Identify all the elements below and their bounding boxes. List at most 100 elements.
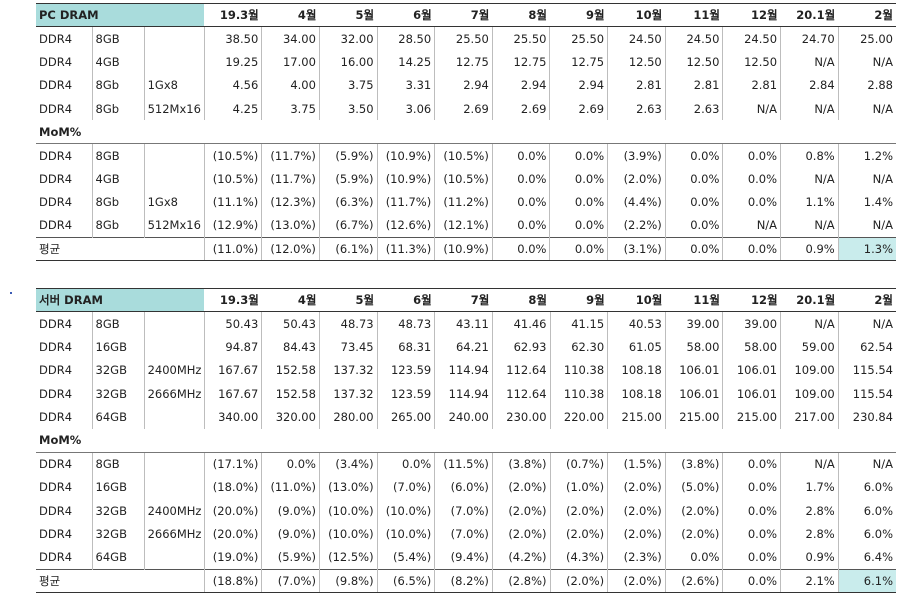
price-cell: 64.21 [434, 335, 493, 359]
month-header: 9월 [550, 287, 608, 313]
price-cell: 2.69 [549, 97, 608, 121]
price-cell: 25.50 [434, 26, 493, 51]
mom-cell: (6.3%) [318, 190, 378, 215]
dram-type: DDR4 [39, 503, 73, 518]
dram-capacity: 8GB [91, 452, 145, 476]
price-row: DDR4 8Gb 1Gx8 4.56 4.00 3.75 3.31 2.94 2.94 2.94 2… [36, 73, 896, 98]
mom-cell: 2.8% [780, 522, 839, 546]
price-cell: 28.50 [376, 26, 435, 51]
price-cell: 4.56 [203, 73, 262, 98]
price-cell: 115.54 [837, 358, 896, 383]
price-cell: N/A [837, 50, 896, 74]
mom-cell: N/A [780, 214, 839, 238]
average-row: 평균 (11.0%) (12.0%) (6.1%) (11.3%) (10.9%) 0.0%… [36, 236, 896, 262]
dram-capacity: 64GB [91, 545, 145, 570]
mom-cell: (2.2%) [607, 214, 666, 238]
mom-cell: 0.0% [722, 190, 781, 215]
month-header: 9월 [549, 2, 608, 28]
price-row: DDR4 4GB 19.25 17.00 16.00 14.25 12.75 12.75 12.… [36, 50, 896, 74]
price-cell: 137.32 [318, 358, 378, 383]
price-cell: 2.94 [491, 73, 550, 98]
price-cell: 34.00 [261, 26, 320, 51]
average-cell: (2.0%) [607, 568, 666, 594]
mom-cell: (11.5%) [434, 452, 493, 476]
price-cell: 62.30 [549, 335, 608, 359]
dram-capacity: 16GB [91, 475, 145, 500]
month-header: 4월 [261, 2, 320, 28]
price-row: DDR4 32GB 2400MHz 167.67 152.58 137.32 123.59 1… [36, 358, 896, 383]
mom-label-row: MoM% [36, 428, 896, 453]
mom-cell: (12.6%) [376, 214, 435, 238]
price-row: DDR4 8Gb 512Mx16 4.25 3.75 3.50 3.06 2.69 2.69 2.… [36, 97, 896, 121]
mom-cell: (2.0%) [491, 522, 551, 546]
mom-cell: (6.7%) [318, 214, 378, 238]
dram-type: DDR4 [39, 386, 73, 401]
month-header: 7월 [434, 2, 493, 28]
price-cell: 4.25 [203, 97, 262, 121]
dram-type: DDR4 [39, 171, 73, 186]
mom-cell: (10.0%) [376, 522, 435, 546]
month-header: 11월 [665, 287, 723, 313]
mom-cell: (17.1%) [203, 452, 262, 476]
mom-cell: (6.0%) [434, 475, 493, 500]
average-latest-highlight: 6.1% [837, 568, 896, 594]
dram-organization [143, 475, 205, 500]
price-cell: 112.64 [491, 382, 551, 406]
mom-cell: (10.0%) [318, 499, 378, 523]
price-cell: 3.75 [318, 73, 378, 98]
dram-capacity: 8GB [91, 143, 145, 168]
mom-cell: 0.0% [261, 452, 320, 476]
dram-type: DDR4 [39, 78, 73, 93]
price-cell: 167.67 [203, 358, 262, 383]
mom-cell: N/A [837, 214, 896, 238]
price-row: DDR4 8GB 50.43 50.43 48.73 48.73 43.11 41.46 41.… [36, 311, 896, 336]
mom-cell: (1.0%) [549, 475, 608, 500]
price-cell: N/A [780, 97, 839, 121]
price-cell: 40.53 [607, 311, 666, 336]
price-cell: 3.50 [318, 97, 378, 121]
price-cell: 167.67 [203, 382, 262, 406]
mom-cell: (5.9%) [318, 167, 378, 191]
price-cell: 12.50 [722, 50, 781, 74]
mom-cell: (0.7%) [549, 452, 608, 476]
price-cell: 43.11 [434, 311, 493, 336]
price-cell: 215.00 [722, 405, 781, 429]
price-cell: 106.01 [664, 358, 723, 383]
price-row: DDR4 64GB 340.00 320.00 280.00 265.00 240.00 23… [36, 405, 896, 429]
mom-cell: N/A [837, 452, 896, 476]
month-header: 11월 [665, 2, 723, 28]
price-cell: 2.81 [722, 73, 781, 98]
mom-cell: (11.2%) [434, 190, 493, 215]
price-cell: 25.50 [491, 26, 550, 51]
mom-cell: 0.8% [780, 143, 839, 168]
dram-organization: 2666MHz [143, 522, 205, 546]
mom-cell: (10.0%) [318, 522, 378, 546]
price-cell: 24.70 [780, 26, 839, 51]
dram-organization [143, 452, 205, 476]
price-cell: 123.59 [376, 358, 435, 383]
average-cell: (9.8%) [318, 568, 378, 594]
mom-cell: (13.0%) [318, 475, 378, 500]
mom-cell: (2.3%) [607, 545, 666, 570]
price-cell: 14.25 [376, 50, 435, 74]
average-cell: (6.5%) [376, 568, 435, 594]
mom-cell: (10.9%) [376, 167, 435, 191]
header-row: 서버 DRAM 19.3월 4월 5월 6월 7월 8월 9월 10월 11월 12월 20.1월 2월 [36, 287, 896, 313]
month-header: 6월 [377, 2, 435, 28]
price-cell: 39.00 [722, 311, 781, 336]
price-cell: 62.54 [837, 335, 896, 359]
average-cell: (2.0%) [549, 568, 608, 594]
price-cell: 215.00 [664, 405, 723, 429]
mom-cell: 0.0% [491, 214, 550, 238]
dram-organization [143, 50, 205, 74]
dram-capacity: 8Gb [91, 73, 145, 98]
price-cell: 3.75 [261, 97, 320, 121]
average-cell: (2.8%) [491, 568, 551, 594]
mom-cell: (10.9%) [376, 143, 435, 168]
mom-row: DDR4 32GB 2666MHz (20.0%) (9.0%) (10.0%) (10.0… [36, 522, 896, 546]
mom-cell: (10.5%) [434, 167, 493, 191]
mom-cell: 6.0% [837, 475, 896, 500]
mom-cell: (2.0%) [607, 499, 666, 523]
mom-cell: (3.8%) [491, 452, 551, 476]
mom-cell: N/A [837, 167, 896, 191]
